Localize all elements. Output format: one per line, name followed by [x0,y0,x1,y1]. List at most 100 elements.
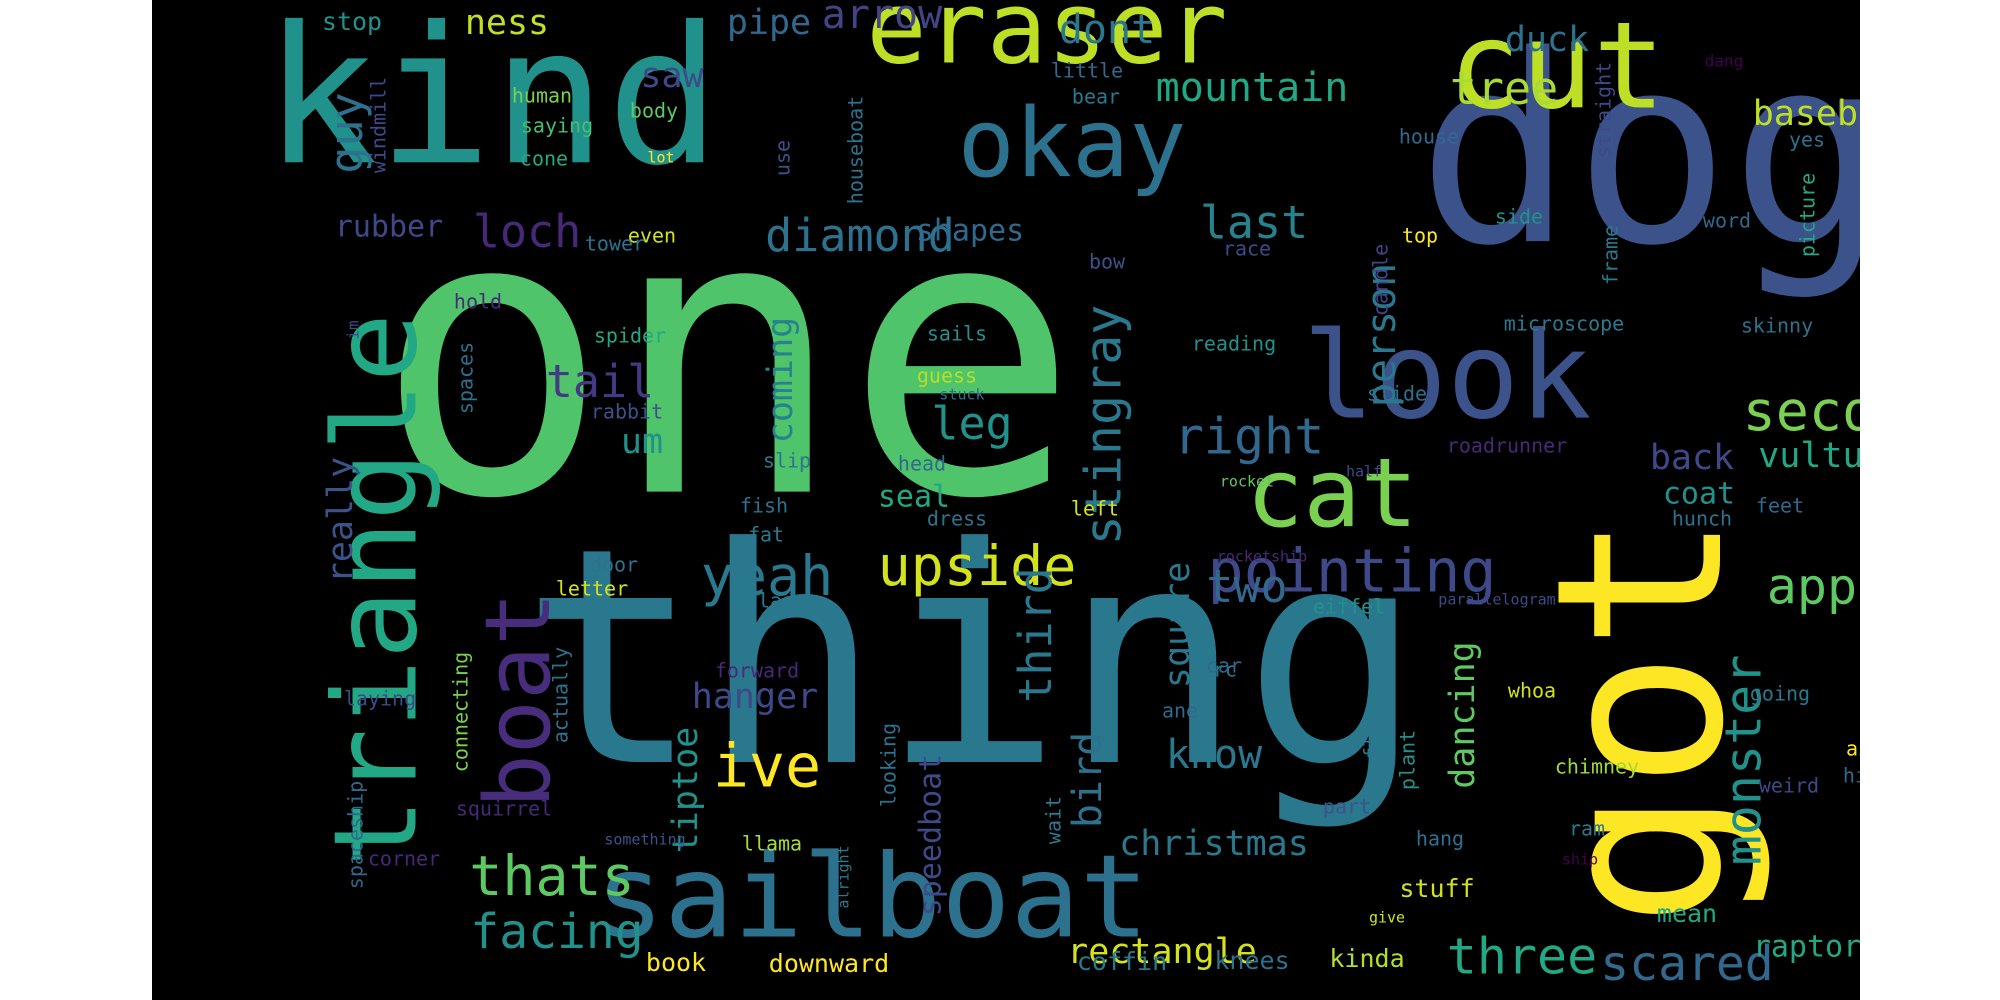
word-baseball: baseball [1753,94,1860,134]
word-book: book [646,948,706,977]
word-windmill: windmill [367,77,391,173]
word-spaceship: spaceship [344,781,368,889]
word-cut: cut [1449,0,1666,137]
word-parallelogram: parallelogram [1438,591,1555,609]
word-dancing: dancing [1443,641,1483,789]
word-side: side [1495,205,1543,229]
word-got: got [1508,512,1775,927]
word-scared: scared [1600,936,1773,992]
word-second: second [1743,379,1860,443]
word-rabbit: rabbit [591,400,663,424]
word-arc: arc [1201,658,1237,682]
word-guy: guy [320,92,373,173]
word-sideways: sideways [1859,709,1860,733]
word-ness: ness [465,3,549,43]
word-house: house [1399,125,1459,149]
word-dog: dog [1417,1,1860,303]
word-know: know [1166,732,1263,778]
word-feet: feet [1756,494,1804,518]
word-square: square [1158,562,1198,688]
word-okay: okay [958,89,1187,199]
word-reading: reading [1192,332,1276,356]
word-flat: flat [1360,711,1384,759]
word-duck: duck [1505,20,1589,60]
word-mountain: mountain [1156,65,1349,111]
word-frame: frame [1599,225,1623,285]
word-yes: yes [1789,128,1825,152]
word-looking: looking [877,723,901,807]
word-candle: candle [1369,244,1393,316]
word-corner: corner [368,847,440,871]
word-one: one [375,130,1079,584]
word-squirrel: squirrel [456,797,552,821]
word-word: word [1703,209,1751,233]
word-human: human [512,84,572,108]
word-slip: slip [763,449,811,473]
word-lot: lot [647,149,674,167]
word-three: three [1447,928,1598,986]
word-weird: weird [1759,774,1819,798]
word-christmas: christmas [1119,824,1309,864]
word-laying: laying [344,687,416,711]
word-slide: slide [1367,382,1427,406]
word-seal: seal [878,480,950,515]
word-right: right [1174,408,1325,466]
word-bear: bear [1072,85,1120,109]
word-facing: facing [470,904,643,960]
word-ship: ship [1562,851,1598,869]
word-tail: tail [546,355,654,408]
word-dress: dress [927,507,987,531]
word-saying: saying [521,114,593,138]
word-rectangle: rectangle [1067,932,1257,972]
word-ane: ane [1162,699,1198,723]
word-mean: mean [1657,899,1717,928]
word-spaces: spaces [454,342,478,414]
word-lady: lady [758,589,806,613]
word-picture: picture [1796,173,1820,257]
word-bird: bird [1065,732,1111,828]
word-spider: spider [594,324,666,348]
word-dont: dont [1059,7,1155,53]
word-guess: guess [917,364,977,388]
word-use: use [771,140,795,176]
word-im: im [344,320,363,339]
word-stingray: stingray [1075,305,1133,546]
word-stuck: stuck [939,386,984,404]
word-kinda: kinda [1329,944,1404,973]
word-body: body [630,99,678,123]
word-actually: actually [549,647,573,743]
word-little: little [1051,59,1123,83]
word-knees: knees [1214,946,1289,975]
word-loch: loch [473,205,581,258]
word-connecting: connecting [449,652,473,772]
word-hold: hold [454,290,502,314]
word-alright: alright [835,845,853,908]
word-leg: leg [931,397,1012,450]
word-rubber: rubber [335,210,443,245]
word-plant: plant [1396,730,1420,790]
word-air: air [1846,737,1860,761]
word-top: top [1402,224,1438,248]
word-even: even [628,224,676,248]
word-pointing: pointing [1208,537,1497,607]
word-upside: upside [878,534,1077,598]
word-wait: wait [1042,796,1066,844]
word-cat: cat [1246,439,1418,549]
word-fat: fat [748,523,784,547]
word-stuff: stuff [1399,874,1474,903]
word-tower: tower [585,232,645,256]
word-monster: monster [1715,655,1773,866]
word-look: look [1303,308,1592,447]
word-letter: letter [556,577,628,601]
word-raptor: raptor [1753,930,1860,965]
word-cone: cone [520,147,568,171]
word-really: really [321,457,361,583]
word-straight: straight [1592,62,1616,158]
word-eraser: eraser [866,0,1227,86]
word-whoa: whoa [1508,679,1556,703]
word-hang: hang [1416,827,1464,851]
word-door: door [590,553,638,577]
word-head: head [898,452,946,476]
word-yeah: yeah [701,544,833,608]
